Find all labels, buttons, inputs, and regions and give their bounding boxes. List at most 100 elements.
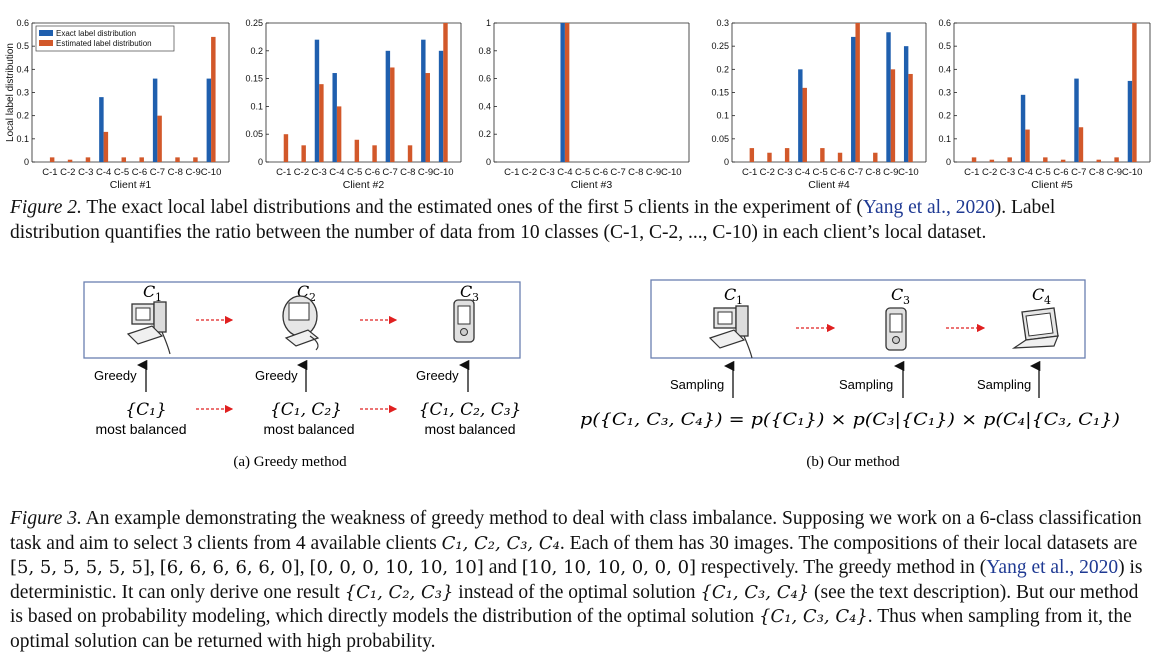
chart-4-xtick-label: C-4 bbox=[795, 167, 810, 178]
chart-1-bar-C-4-estimated bbox=[103, 131, 109, 162]
chart-5-bar-C-10-exact bbox=[1127, 80, 1133, 162]
figure-3-caption-text-2: . Each of them has 30 images. The compos… bbox=[559, 532, 1138, 554]
chart-5-ytick-label: 0.5 bbox=[938, 41, 951, 51]
chart-4-ytick-label: 0 bbox=[724, 157, 729, 167]
chart-2-ytick-label: 0.25 bbox=[245, 18, 263, 28]
chart-5-ytick-label: 0 bbox=[946, 157, 951, 167]
chart-1-ytick-label: 0.3 bbox=[16, 88, 29, 98]
composition-and: and bbox=[483, 557, 522, 578]
greedy-set-3: {C₁, C₂, C₃} bbox=[419, 400, 522, 420]
chart-4-ytick-label: 0.3 bbox=[716, 18, 729, 28]
chart-1-ytick-label: 0.6 bbox=[16, 18, 29, 28]
chart-4-xtick-label: C-6 bbox=[830, 167, 845, 178]
svg-text:2: 2 bbox=[309, 291, 316, 304]
chart-2-bar-C-9-estimated bbox=[425, 73, 430, 162]
chart-4-bar-C-4-exact bbox=[798, 69, 803, 162]
chart-5-xtick-label: C-5 bbox=[1035, 167, 1050, 178]
chart-5-ytick-label: 0.1 bbox=[938, 134, 951, 144]
chart-1-bar-C-2-estimated bbox=[67, 159, 73, 162]
chart-1-xtick-label: C-9 bbox=[186, 167, 201, 178]
chart-2-bar-C-7-exact bbox=[385, 50, 391, 162]
chart-1-bar-C-10-exact bbox=[206, 78, 212, 162]
ours-client-box bbox=[650, 279, 1086, 359]
chart-5-xtick-label: C-2 bbox=[982, 167, 997, 178]
sampling-label-2: Sampling bbox=[839, 377, 893, 392]
chart-3-xtick-label: C-6 bbox=[593, 167, 608, 178]
chart-3-xtick-label: C-9 bbox=[646, 167, 661, 178]
chart-4-xtick-label: C-5 bbox=[813, 167, 828, 178]
chart-5-bar-C-6-estimated bbox=[1060, 159, 1066, 162]
composition-2: [6, 6, 6, 6, 6, 0] bbox=[159, 557, 300, 578]
citation-link[interactable]: Yang et al., 2020 bbox=[862, 197, 995, 218]
most-balanced-label-1: most balanced bbox=[95, 421, 186, 437]
sampling-label-3: Sampling bbox=[977, 377, 1031, 392]
chart-4-bar-C-5-estimated bbox=[820, 148, 825, 162]
chart-1-bar-C-5-estimated bbox=[121, 157, 127, 162]
chart-1-xtick-label: C-7 bbox=[150, 167, 165, 178]
greedy-node-3-label: C 3 bbox=[460, 282, 479, 304]
chart-4-bar-C-4-estimated bbox=[802, 87, 807, 162]
chart-5-xtick-label: C-9 bbox=[1107, 167, 1122, 178]
ours-node-1-label: C 1 bbox=[724, 285, 743, 307]
chart-2-bar-C-10-estimated bbox=[443, 23, 448, 162]
chart-1-xtick-label: C-2 bbox=[60, 167, 75, 178]
chart-3-xtick-label: C-4 bbox=[557, 167, 572, 178]
chart-3-xtick-label: C-3 bbox=[540, 167, 555, 178]
chart-4-xtick-label: C-1 bbox=[742, 167, 757, 178]
composition-4: [10, 10, 10, 0, 0, 0] bbox=[521, 557, 697, 578]
chart-2-bar-C-3-exact bbox=[314, 39, 320, 162]
figure-2-caption-text: The exact local label distributions and … bbox=[81, 197, 863, 218]
chart-5-xtick-label: C-6 bbox=[1053, 167, 1068, 178]
legend-label-estimated: Estimated label distribution bbox=[56, 39, 152, 48]
chart-1-bar-C-7-estimated bbox=[157, 115, 162, 162]
ours-node-2-label: C 3 bbox=[891, 285, 910, 307]
legend-swatch-estimated bbox=[39, 40, 53, 46]
chart-5-ytick-label: 0.4 bbox=[938, 64, 951, 74]
chart-1-bar-C-8-estimated bbox=[175, 157, 180, 162]
desktop-computer-icon-2 bbox=[709, 305, 753, 359]
chart-1-bar-C-6-estimated bbox=[139, 157, 144, 162]
chart-4-bar-C-7-estimated bbox=[855, 23, 860, 162]
chart-5-ytick-label: 0.2 bbox=[938, 111, 951, 121]
chart-5-bar-C-9-estimated bbox=[1114, 157, 1119, 162]
chart-3-xtick-label: C-10 bbox=[661, 167, 682, 178]
chart-1-bar-C-9-estimated bbox=[193, 157, 198, 162]
chart-3-ytick-label: 1 bbox=[486, 18, 491, 28]
legend-swatch-exact bbox=[39, 30, 53, 36]
chart-5-xtick-label: C-8 bbox=[1089, 167, 1104, 178]
svg-text:C: C bbox=[724, 285, 736, 304]
chart-2-xtick-label: C-1 bbox=[276, 167, 291, 178]
probability-formula: p({C₁, C₃, C₄}) = p({C₁}) × p(C₃|{C₁}) ×… bbox=[580, 410, 1120, 430]
set-greedy-math: {C₁, C₂, C₃} bbox=[344, 581, 454, 603]
chart-2-ytick-label: 0.1 bbox=[250, 101, 263, 111]
chart-3-ytick-label: 0.4 bbox=[478, 101, 491, 111]
chart-3-xtick-label: C-7 bbox=[610, 167, 625, 178]
chart-5-bar-C-1-estimated bbox=[971, 157, 977, 162]
figure-3-diagram: C 1 C 2 C 3 Greedy Greedy Greedy {C₁} {C… bbox=[83, 279, 1120, 470]
chart-1-xtick-label: C-6 bbox=[132, 167, 147, 178]
greedy-subcaption: (a) Greedy method bbox=[233, 454, 347, 470]
chart-1-xtick-label: C-5 bbox=[114, 167, 129, 178]
chart-3-xtick-label: C-8 bbox=[628, 167, 643, 178]
chart-4-xlabel: Client #4 bbox=[808, 179, 850, 191]
chart-3-ytick-label: 0.6 bbox=[478, 74, 491, 84]
chart-3-ytick-label: 0.2 bbox=[478, 129, 491, 139]
chart-1-xlabel: Client #1 bbox=[110, 179, 152, 191]
chart-5-xtick-label: C-10 bbox=[1122, 167, 1143, 178]
chart-5-bar-C-8-estimated bbox=[1096, 159, 1101, 162]
chart-2-xtick-label: C-2 bbox=[294, 167, 309, 178]
svg-text:3: 3 bbox=[903, 294, 910, 307]
chart-4-ytick-label: 0.25 bbox=[711, 41, 729, 51]
chart-1-bar-C-4-exact bbox=[99, 97, 104, 162]
chart-2-ytick-label: 0 bbox=[258, 157, 263, 167]
chart-1-bar-C-1-estimated bbox=[49, 157, 55, 162]
caption-clients-math: C₁, C₂, C₃, C₄ bbox=[441, 532, 560, 554]
composition-3: [0, 0, 0, 10, 10, 10] bbox=[309, 557, 484, 578]
figure-2-caption: Figure 2. The exact local label distribu… bbox=[10, 196, 1146, 245]
chart-4-bar-C-10-estimated bbox=[908, 73, 913, 162]
set-optimal-math: {C₁, C₃, C₄} bbox=[700, 581, 810, 603]
desktop-computer-icon bbox=[127, 301, 171, 355]
chart-2-bar-C-4-exact bbox=[332, 73, 337, 162]
citation-link-2[interactable]: Yang et al., 2020 bbox=[986, 557, 1119, 578]
figure-3-caption-text-6: (see the text description). But our meth… bbox=[10, 581, 1139, 628]
